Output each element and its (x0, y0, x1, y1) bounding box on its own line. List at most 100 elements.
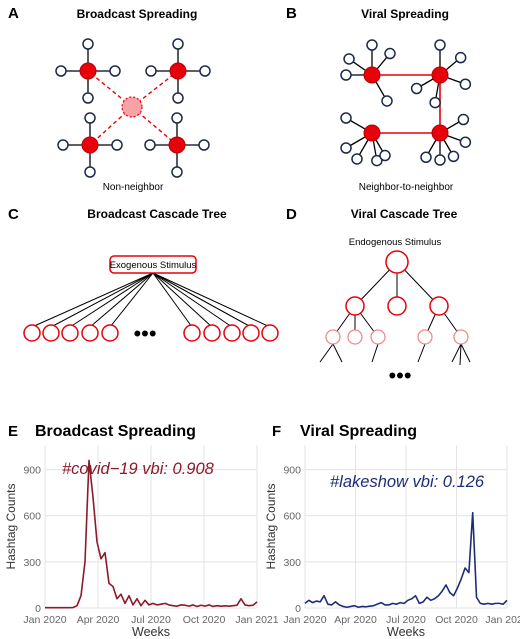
viral-network-diagram (340, 39, 472, 167)
viral-leaf-node (429, 96, 441, 109)
cascade-edge (371, 343, 379, 363)
panel-f-letter: F (272, 423, 281, 440)
broadcast-hub-node (169, 62, 187, 80)
panel-d-letter: D (286, 206, 297, 223)
broadcast-leaf-node (145, 65, 157, 77)
panel-a-caption: Non-neighbor (103, 182, 164, 193)
viral-leaf-node (459, 136, 472, 148)
cascade-edge (89, 272, 154, 328)
viral-chart-series-line (304, 511, 508, 609)
broadcast-chart-annotation: #covid−19 vbi: 0.908 (62, 460, 215, 478)
broadcast-leaf-node (171, 112, 183, 124)
broadcast-chart-x-axis-label: Weeks (132, 625, 170, 639)
viral-leaf-node (447, 150, 460, 163)
broadcast-hub-node (81, 136, 99, 154)
broadcast-leaf-node (109, 65, 121, 77)
cascade-node (387, 296, 407, 316)
viral-chart-y-tick-label: 600 (283, 511, 301, 523)
broadcast-hub-node (168, 136, 186, 154)
viral-chart-x-tick-label: Oct 2020 (435, 614, 478, 626)
viral-leaf-node (434, 39, 446, 51)
viral-leaf-node (454, 51, 467, 64)
cascade-node (429, 296, 449, 316)
viral-chart-y-tick-label: 0 (295, 603, 301, 615)
viral-leaf-node (351, 153, 363, 165)
broadcast-leaf-node (199, 65, 211, 77)
panel-b: B Viral Spreading Neighbor-to-neighbor (286, 5, 472, 193)
cascade-edge (31, 272, 154, 328)
viral-leaf-node (381, 95, 393, 107)
cascade-edge (451, 343, 462, 363)
viral-leaf-node (410, 82, 423, 95)
panel-f-title: Viral Spreading (300, 423, 417, 440)
broadcast-chart-y-tick-label: 0 (35, 603, 41, 615)
viral-hub-node (363, 66, 381, 84)
panel-f: F Viral Spreading Jan 2020 Apr 2020 Jul 20… (264, 423, 520, 639)
broadcast-leaf-node (171, 166, 183, 178)
broadcast-leaf-node (55, 65, 67, 77)
viral-hub-node (363, 124, 381, 142)
viral-leaf-node (434, 154, 446, 166)
viral-chart-x-tick-label: Jan 2020 (283, 614, 326, 626)
endogenous-stimulus-label: Endogenous Stimulus (349, 237, 442, 248)
panel-e: E Broadcast Spreading Jan 2020 Apr 2020 Ju… (4, 423, 279, 639)
cascade-edge (152, 272, 271, 328)
cascade-edge (460, 343, 471, 363)
viral-hub-node (431, 66, 449, 84)
viral-chart-x-tick-label: Apr 2020 (334, 614, 377, 626)
cascade-leaf-node (42, 324, 60, 342)
cascade-leaf-node (183, 324, 201, 342)
cascade-node (370, 329, 386, 345)
cascade-node (345, 296, 365, 316)
cascade-edge (152, 272, 213, 328)
viral-leaf-node (457, 113, 470, 126)
broadcast-chart-x-tick-label: Jan 2020 (23, 614, 66, 626)
viral-chart-x-axis-label: Weeks (387, 625, 425, 639)
panel-d: D Viral Cascade Tree Endogenous Stimulus… (286, 206, 471, 388)
broadcast-leaf-node (172, 92, 184, 104)
broadcast-leaf-node (57, 139, 69, 151)
panel-c-letter: C (8, 206, 19, 223)
broadcast-time-series-chart: Jan 2020 Apr 2020 Jul 2020 Oct 2020 Jan 2021… (4, 445, 279, 639)
broadcast-chart-x-tick-label: Jan 2021 (235, 614, 278, 626)
broadcast-source-node (121, 96, 143, 118)
cascade-leaf-node (23, 324, 41, 342)
broadcast-leaf-node (82, 92, 94, 104)
cascade-edge (109, 272, 154, 328)
cascade-edge (152, 272, 233, 328)
viral-leaf-node (340, 112, 352, 124)
broadcast-chart-y-tick-label: 300 (23, 557, 41, 569)
panel-e-letter: E (8, 423, 18, 440)
panel-c-ellipsis: ••• (133, 321, 156, 346)
panel-b-title: Viral Spreading (361, 7, 449, 21)
cascade-node (347, 329, 363, 345)
panel-c: C Broadcast Cascade Tree Exogenous Stimu… (8, 206, 279, 346)
broadcast-network-diagram (55, 38, 211, 178)
cascade-node (453, 329, 469, 345)
broadcast-chart-x-tick-label: Oct 2020 (183, 614, 226, 626)
cascade-node (325, 329, 341, 345)
broadcast-leaf-node (144, 139, 156, 151)
broadcast-leaf-node (84, 166, 96, 178)
broadcast-chart-x-tick-label: Jul 2020 (131, 614, 171, 626)
broadcast-chart-y-tick-label: 600 (23, 511, 41, 523)
cascade-edge (152, 272, 252, 328)
broadcast-leaf-node (82, 38, 94, 50)
viral-leaf-node (343, 53, 355, 65)
cascade-leaf-node (101, 324, 119, 342)
cascade-edge (459, 343, 462, 366)
viral-hub-node (431, 124, 449, 142)
viral-leaf-node (340, 69, 352, 81)
viral-leaf-node (459, 78, 472, 90)
viral-leaf-node (379, 149, 391, 162)
panel-a: A Broadcast Spreading Non-neighbor (8, 5, 211, 193)
cascade-edge (69, 272, 154, 328)
cascade-leaf-node (81, 324, 99, 342)
panel-b-letter: B (286, 5, 297, 22)
cascade-edge (50, 272, 154, 328)
broadcast-leaf-node (84, 112, 96, 124)
panel-e-title: Broadcast Spreading (35, 423, 196, 440)
viral-chart-y-tick-label: 300 (283, 557, 301, 569)
cascade-edge (417, 343, 426, 363)
viral-chart-y-tick-label: 900 (283, 465, 301, 477)
